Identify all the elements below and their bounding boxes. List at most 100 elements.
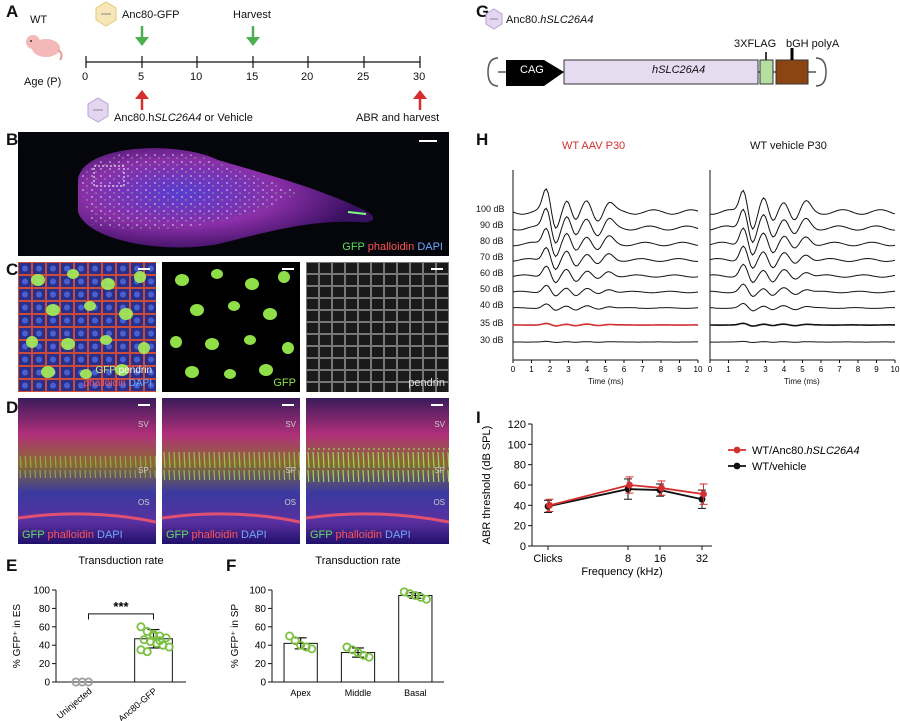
abr-trace (709, 189, 896, 231)
stain-legend: GFP pendrin (95, 365, 152, 376)
y-tick-label: 40 (514, 500, 526, 512)
chart-title: Transduction rate (315, 555, 400, 567)
sp-label: SP (434, 466, 445, 475)
stain-legend: GFP phalloidin DAPI (310, 529, 411, 541)
data-point (416, 592, 426, 602)
itr-right (815, 57, 827, 87)
abr-harvest-label: ABR and harvest (356, 112, 440, 124)
time-tick-label: 0 (708, 365, 713, 374)
time-tick-label: 6 (622, 365, 627, 374)
aav-trace-title: WT AAV P30 (562, 140, 626, 152)
time-tick-label: 4 (782, 365, 787, 374)
scale-bar (431, 404, 443, 406)
panel-label-e: E (6, 556, 18, 575)
scale-bar (138, 268, 150, 270)
os-label: OS (284, 498, 296, 507)
y-tick-label: 0 (44, 678, 50, 689)
anc80-gfp-label: Anc80-GFP (122, 9, 180, 21)
level-label: 70 dB (480, 252, 504, 262)
data-point (164, 642, 174, 652)
y-tick-label: 80 (39, 604, 51, 615)
data-point (84, 677, 94, 687)
data-point (136, 622, 146, 632)
y-tick-label: 60 (514, 480, 526, 492)
data-point (301, 642, 311, 652)
harvest-arrow (246, 26, 260, 46)
level-label: 50 dB (480, 284, 504, 294)
level-label: 60 dB (480, 268, 504, 278)
scale-bar (419, 140, 437, 142)
data-point (546, 501, 553, 509)
abr-arrow (413, 90, 427, 110)
y-tick-label: 60 (39, 622, 51, 633)
data-point (421, 594, 431, 604)
y-axis-label: ABR threshold (dB SPL) (481, 426, 493, 545)
stain-legend: phalloidin DAPI (83, 378, 152, 389)
x-tick-label: 8 (625, 553, 631, 565)
vehicle-trace-title: WT vehicle P30 (750, 140, 827, 152)
bar (398, 595, 433, 683)
time-tick-label: 0 (511, 365, 516, 374)
time-tick-label: 1 (529, 365, 534, 374)
construct-title: Anc80.hSLC26A4 (506, 14, 594, 26)
panel-label-h: H (476, 130, 489, 149)
panel-label-i: I (476, 408, 481, 427)
timeline-tick-label: 25 (357, 71, 370, 83)
time-tick-label: 2 (548, 365, 553, 374)
level-label: 40 dB (480, 300, 504, 310)
x-tick-label: Basal (404, 688, 427, 698)
time-tick-label: 7 (837, 365, 842, 374)
os-label: OS (138, 498, 150, 507)
y-tick-label: 100 (33, 586, 50, 597)
panel-label-a: A (6, 2, 19, 21)
significance-label: *** (113, 599, 129, 614)
y-tick-label: 60 (255, 622, 267, 633)
cag-promoter (506, 60, 564, 86)
scale-bar (138, 404, 150, 406)
significance-bracket (88, 613, 154, 620)
time-tick-label: 7 (640, 365, 645, 374)
level-label: 90 dB (480, 220, 504, 230)
data-point (405, 589, 415, 599)
legend-label: WT/vehicle (752, 461, 806, 473)
y-tick-label: 20 (39, 659, 51, 670)
timeline-tick-label: 0 (82, 71, 89, 83)
data-point (296, 640, 306, 650)
data-point (399, 587, 409, 597)
abr-trace (513, 322, 698, 327)
series-line (549, 484, 704, 507)
sv-label: SV (434, 420, 445, 429)
stain-legend: GFP phalloidin DAPI (342, 241, 443, 253)
abr-trace (513, 340, 698, 343)
data-point (148, 631, 158, 641)
polya-box (775, 59, 809, 85)
time-tick-label: 9 (677, 365, 682, 374)
timeline (85, 1, 427, 123)
treatment-label: Anc80.hSLC26A4 or Vehicle (114, 112, 253, 124)
merged-image: GFP pendrin phalloidin DAPI (18, 262, 156, 392)
time-axis-label: Time (ms) (784, 377, 820, 386)
section-image-2: SV SP OS GFP phalloidin DAPI (162, 398, 300, 544)
time-tick-label: 3 (763, 365, 768, 374)
data-point (626, 481, 633, 489)
data-point (364, 652, 374, 662)
legend-marker (733, 462, 741, 470)
y-tick-label: 0 (520, 541, 526, 553)
abr-trace (512, 265, 699, 284)
data-point (155, 636, 165, 646)
gene-label: hSLC26A4 (652, 64, 706, 76)
data-point (285, 631, 295, 641)
os-label: OS (433, 498, 445, 507)
y-tick-label: 100 (249, 586, 266, 597)
abr-trace (710, 322, 895, 327)
construct-diagram (487, 48, 827, 87)
abr-trace (709, 208, 896, 244)
time-tick-label: 5 (800, 365, 805, 374)
y-axis-label: % GFP⁺ in SP (230, 604, 241, 669)
scale-bar (282, 268, 294, 270)
time-tick-label: 8 (856, 365, 861, 374)
cag-label: CAG (520, 64, 544, 76)
gfp-channel-image: GFP (162, 262, 300, 392)
timeline-tick-label: 5 (138, 71, 145, 83)
aav-gfp-icon (95, 1, 117, 27)
